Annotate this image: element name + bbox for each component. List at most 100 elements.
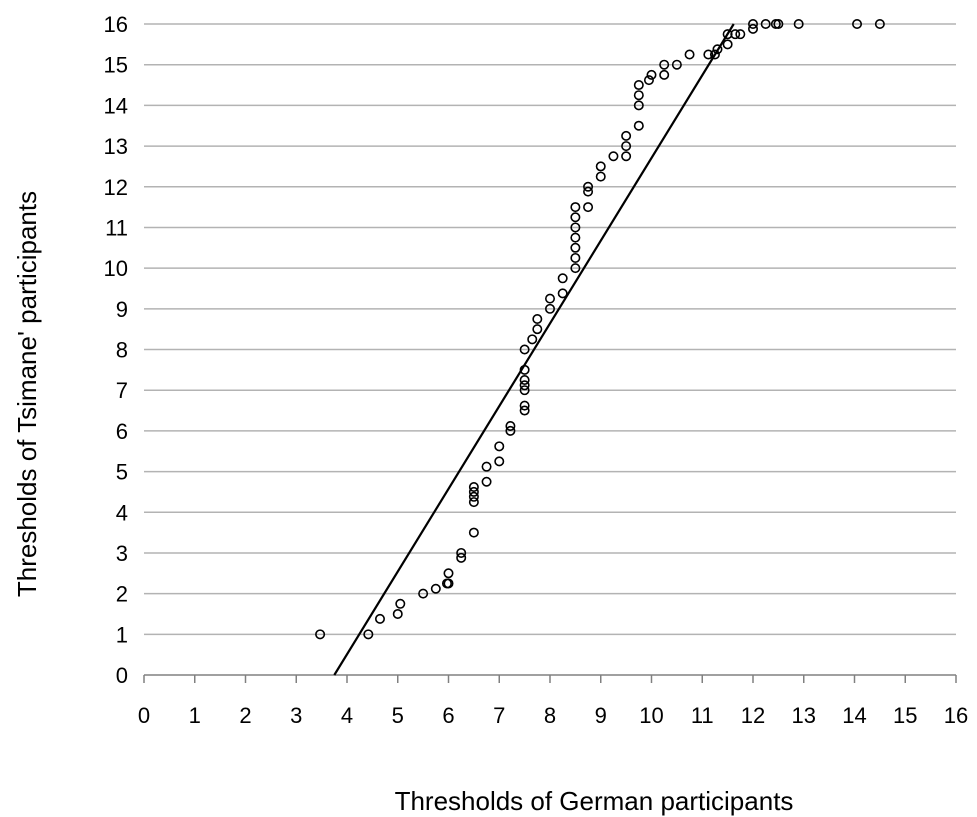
data-point xyxy=(659,69,670,80)
x-tick-label: 9 xyxy=(595,703,607,728)
y-tick-label: 1 xyxy=(116,622,128,647)
data-point xyxy=(583,202,594,213)
data-point xyxy=(494,441,505,452)
trend-line xyxy=(333,23,735,676)
y-tick-label: 9 xyxy=(116,297,128,322)
data-point xyxy=(621,151,632,162)
data-point xyxy=(363,629,374,640)
data-point xyxy=(874,18,885,29)
data-point xyxy=(532,313,543,324)
y-tick-label: 14 xyxy=(104,93,128,118)
y-tick-label: 8 xyxy=(116,338,128,363)
x-tick-label: 2 xyxy=(239,703,251,728)
data-point xyxy=(481,461,492,472)
y-tick-label: 2 xyxy=(116,582,128,607)
data-point xyxy=(621,130,632,141)
data-point xyxy=(570,232,581,243)
data-point xyxy=(456,552,467,563)
data-point xyxy=(595,171,606,182)
data-point xyxy=(468,497,479,508)
data-point xyxy=(430,583,441,594)
x-tick-label: 11 xyxy=(691,703,714,728)
data-point xyxy=(773,18,784,29)
data-point xyxy=(671,59,682,70)
data-point xyxy=(730,29,741,40)
x-tick-label: 8 xyxy=(544,703,556,728)
data-point xyxy=(747,23,758,34)
x-tick-label: 14 xyxy=(842,703,866,728)
y-tick-label: 10 xyxy=(104,256,128,281)
data-point xyxy=(544,293,555,304)
data-point xyxy=(505,420,516,431)
x-tick-label: 13 xyxy=(792,703,816,728)
y-axis-title: Thresholds of Tsimane' participants xyxy=(12,191,42,597)
data-point xyxy=(519,364,530,375)
data-point xyxy=(608,151,619,162)
x-tick-label: 0 xyxy=(138,703,150,728)
trend-line-group xyxy=(333,23,735,676)
data-point xyxy=(570,222,581,233)
y-tick-label: 0 xyxy=(116,663,128,688)
y-tick-label: 5 xyxy=(116,460,128,485)
data-point xyxy=(532,324,543,335)
data-point xyxy=(392,608,403,619)
data-point xyxy=(852,18,863,29)
y-tick-label: 13 xyxy=(104,134,128,159)
y-tick-label: 3 xyxy=(116,541,128,566)
data-point xyxy=(659,59,670,70)
data-point xyxy=(519,375,530,386)
data-point xyxy=(633,120,644,131)
data-point xyxy=(505,425,516,436)
data-point xyxy=(583,186,594,197)
data-point xyxy=(712,44,723,55)
data-point xyxy=(557,288,568,299)
data-point xyxy=(570,263,581,274)
x-tick-label: 5 xyxy=(392,703,404,728)
data-point xyxy=(646,69,657,80)
data-point xyxy=(468,486,479,497)
data-point xyxy=(468,527,479,538)
data-point xyxy=(395,598,406,609)
data-point xyxy=(481,476,492,487)
y-tick-label: 15 xyxy=(104,53,128,78)
axes xyxy=(143,674,957,683)
data-point xyxy=(747,18,758,29)
data-point xyxy=(527,334,538,345)
data-point xyxy=(709,49,720,60)
data-point xyxy=(374,613,385,624)
data-point xyxy=(519,380,530,391)
data-point xyxy=(633,90,644,101)
data-point xyxy=(443,568,454,579)
data-point xyxy=(494,456,505,467)
data-point xyxy=(544,303,555,314)
x-tick-label: 3 xyxy=(290,703,302,728)
data-point xyxy=(468,491,479,502)
x-tick-label: 1 xyxy=(189,703,201,728)
data-point xyxy=(793,18,804,29)
data-point xyxy=(570,242,581,253)
data-point xyxy=(595,161,606,172)
data-point xyxy=(519,344,530,355)
data-point xyxy=(684,49,695,60)
y-tick-label: 4 xyxy=(116,500,128,525)
x-tick-label: 10 xyxy=(639,703,663,728)
x-tick-label: 6 xyxy=(442,703,454,728)
y-tick-label: 16 xyxy=(104,12,128,37)
grid-lines xyxy=(144,23,956,636)
data-point xyxy=(315,629,326,640)
data-point xyxy=(443,578,454,589)
x-axis-title: Thresholds of German participants xyxy=(395,786,794,816)
y-tick-label: 11 xyxy=(105,215,128,240)
data-points xyxy=(315,18,885,640)
data-point xyxy=(519,405,530,416)
data-point xyxy=(570,212,581,223)
data-point xyxy=(519,400,530,411)
data-point xyxy=(519,385,530,396)
x-tick-label: 12 xyxy=(741,703,765,728)
data-point xyxy=(456,547,467,558)
data-point xyxy=(722,39,733,50)
data-point xyxy=(633,100,644,111)
